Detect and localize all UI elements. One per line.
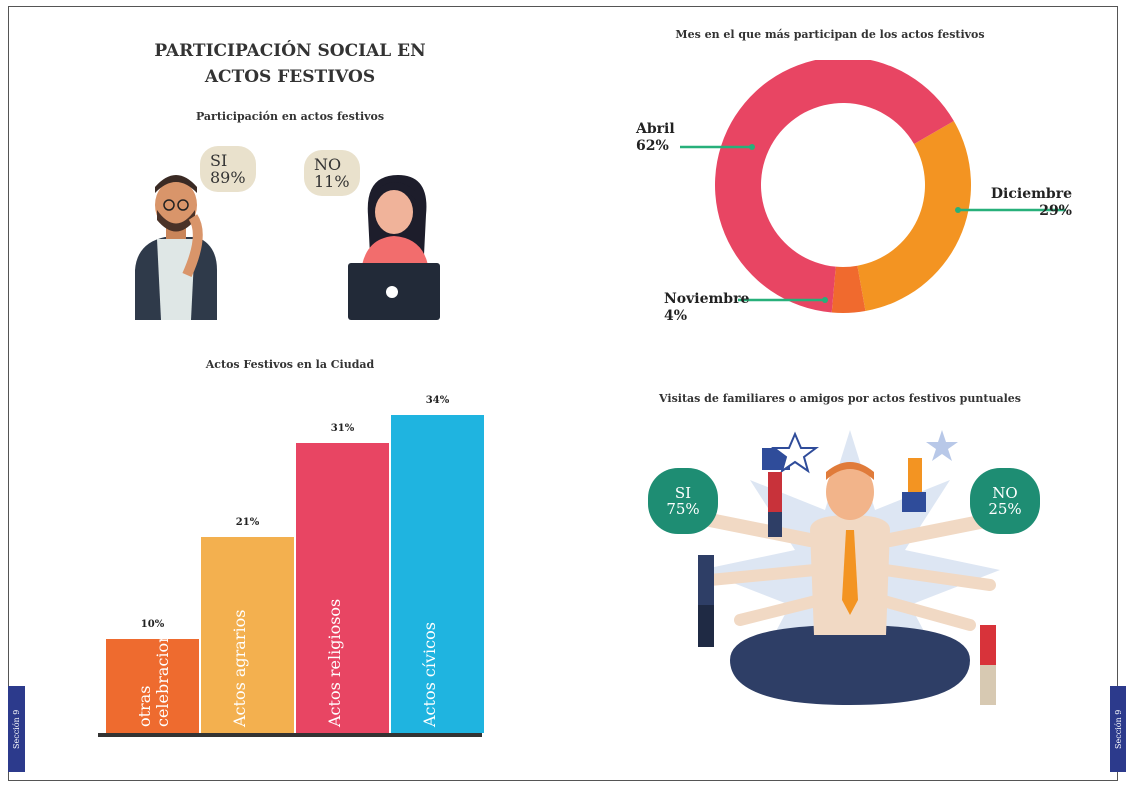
visits-no-value: 25% xyxy=(988,500,1022,518)
donut-slice-diciembre xyxy=(857,121,971,312)
bar-2 xyxy=(201,537,294,733)
donut-label-noviembre: Noviembre 4% xyxy=(664,291,749,325)
bar-3 xyxy=(296,443,389,733)
donut-label-noviembre-name: Noviembre xyxy=(664,291,750,307)
page-frame xyxy=(8,6,1118,781)
bar-label-4: Actos cívicos xyxy=(420,622,439,727)
visits-yes-cloud: SI 75% xyxy=(648,468,718,534)
page-title: PARTICIPACIÓN SOCIAL EN ACTOS FESTIVOS xyxy=(154,41,426,87)
participation-no-label: NO xyxy=(314,155,342,174)
visits-no-cloud: NO 25% xyxy=(970,468,1040,534)
side-tab-right[interactable]: Sección 9 xyxy=(1110,686,1126,772)
multitasking-man-illustration xyxy=(698,430,1000,705)
bar-label-3: Actos religiosos xyxy=(325,598,344,727)
thinking-man-illustration xyxy=(135,175,217,320)
bar-label-1: otras celebraciones xyxy=(135,614,172,727)
bar-1 xyxy=(106,639,199,733)
donut-label-noviembre-value: 4% xyxy=(664,308,688,324)
donut-label-abril-name: Abril xyxy=(636,121,675,137)
donut-chart-title: Mes en el que más participan de los acto… xyxy=(675,28,985,41)
bar-value-4: 34% xyxy=(425,395,450,406)
donut-slice-noviembre xyxy=(831,265,866,313)
participation-no-bubble: NO 11% xyxy=(304,150,360,196)
donut-label-abril: Abril 62% xyxy=(636,121,675,155)
participation-no-value: 11% xyxy=(314,172,350,191)
donut-label-diciembre: Diciembre 29% xyxy=(990,186,1072,220)
bar-label-2: Actos agrarios xyxy=(230,609,249,727)
visits-yes-value: 75% xyxy=(666,500,700,518)
participation-yes-bubble: SI 89% xyxy=(200,146,256,192)
donut-slice-abril xyxy=(715,60,954,313)
participation-yes-value: 89% xyxy=(210,168,246,187)
visits-no-label: NO xyxy=(992,484,1018,502)
donut-label-diciembre-value: 29% xyxy=(1039,203,1072,219)
side-tab-left[interactable]: Sección 9 xyxy=(8,686,25,772)
woman-laptop-illustration xyxy=(348,175,440,320)
bar-chart: otras celebraciones 10% Actos agrarios 21% A… xyxy=(98,395,488,740)
bar-value-1: 10% xyxy=(140,619,165,630)
donut-label-abril-value: 62% xyxy=(636,138,669,154)
visits-subtitle: Visitas de familiares o amigos por actos… xyxy=(659,392,1021,405)
donut-label-diciembre-name: Diciembre xyxy=(990,186,1072,202)
bar-chart-title: Actos Festivos en la Ciudad xyxy=(205,358,375,371)
bar-value-3: 31% xyxy=(330,423,355,434)
visits-yes-label: SI xyxy=(674,484,692,502)
bar-value-2: 21% xyxy=(235,517,260,528)
participation-subtitle: Participación en actos festivos xyxy=(195,110,385,123)
donut-chart xyxy=(715,60,971,313)
bar-chart-baseline xyxy=(98,733,482,737)
participation-yes-label: SI xyxy=(210,151,228,170)
bar-4 xyxy=(391,415,484,733)
